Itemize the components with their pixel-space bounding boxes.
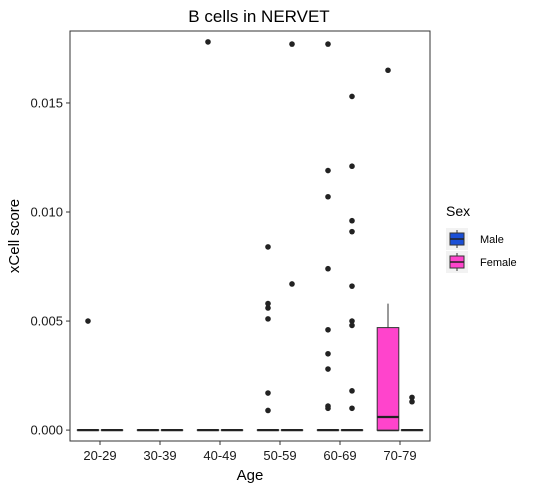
male-60-69-outlier-point xyxy=(325,326,331,333)
y-tick-label: 0.000 xyxy=(30,423,63,438)
y-tick-label: 0.010 xyxy=(30,205,63,220)
x-tick-label: 60-69 xyxy=(323,448,356,463)
male-60-69-outlier-point xyxy=(325,41,331,47)
special-70-79-box xyxy=(376,303,400,431)
legend-title: Sex xyxy=(446,203,470,219)
x-tick-label: 30-39 xyxy=(143,448,176,463)
male-50-59-outlier-point xyxy=(265,244,271,250)
female-50-59-outlier-point xyxy=(289,41,295,47)
male-60-69-outlier-point xyxy=(325,265,331,272)
male-70-79-outlier-point xyxy=(385,67,391,74)
x-tick-label: 40-49 xyxy=(203,448,236,463)
male-60-69-outlier-point xyxy=(325,350,331,357)
legend-key-male xyxy=(446,228,468,250)
x-tick-label: 20-29 xyxy=(83,448,116,463)
female-70-79-outlier-point xyxy=(409,394,415,401)
male-60-69-outlier-point xyxy=(325,366,331,372)
female-60-69-outlier-point xyxy=(349,283,355,289)
legend-key-female xyxy=(446,251,468,273)
female-60-69-outlier-point xyxy=(349,388,355,394)
y-axis-title: xCell score xyxy=(6,199,23,273)
male-50-59-outlier-point xyxy=(265,300,271,307)
male-50-59-outlier-point xyxy=(265,407,271,414)
x-axis-title: Age xyxy=(237,467,264,484)
male-50-59-outlier-point xyxy=(265,390,271,396)
female-60-69-outlier-point xyxy=(349,163,355,170)
female-70-79-outlier-point xyxy=(409,398,415,405)
chart-title: B cells in NERVET xyxy=(188,7,329,26)
y-tick-label: 0.005 xyxy=(30,314,63,329)
female-60-69-outlier-point xyxy=(349,217,355,224)
male-60-69-outlier-point xyxy=(325,405,331,412)
female-50-59-outlier-point xyxy=(289,281,295,287)
male-20-29-outlier-point xyxy=(85,318,91,324)
female-60-69-outlier-point xyxy=(349,318,355,324)
y-tick-label: 0.015 xyxy=(30,95,63,110)
x-tick-label: 50-59 xyxy=(263,448,296,463)
plot-panel xyxy=(69,30,431,442)
legend: Sex Male Female xyxy=(446,203,517,273)
male-50-59-outlier-point xyxy=(265,305,271,311)
special-70-79-iqr xyxy=(376,327,400,431)
legend-label-female: Female xyxy=(480,257,517,269)
female-60-69-outlier-point xyxy=(349,322,355,329)
x-tick-label: 70-79 xyxy=(383,448,416,463)
legend-label-male: Male xyxy=(480,234,504,246)
male-60-69-outlier-point xyxy=(325,193,331,200)
female-60-69-outlier-point xyxy=(349,228,355,235)
male-40-49-outlier-point xyxy=(205,39,211,45)
chart-marks xyxy=(76,39,424,432)
male-60-69-outlier-point xyxy=(325,167,331,174)
x-axis: 20-29 30-39 40-49 50-59 60-69 70-79 xyxy=(83,441,417,463)
male-50-59-outlier-point xyxy=(265,316,271,322)
y-axis: 0.000 0.005 0.010 0.015 xyxy=(30,95,70,438)
female-60-69-outlier-point xyxy=(349,405,355,412)
female-60-69-outlier-point xyxy=(349,93,355,100)
